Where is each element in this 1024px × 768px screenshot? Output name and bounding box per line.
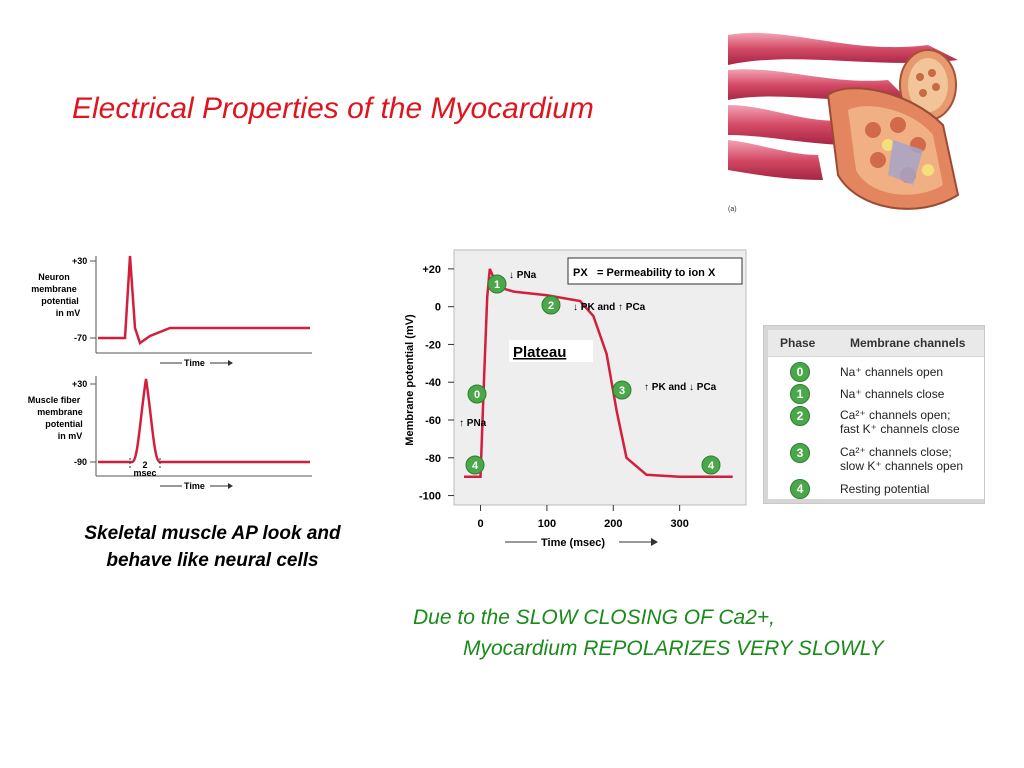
ap-xlabel: Time (msec) xyxy=(541,537,605,549)
note-line-2: Myocardium REPOLARIZES VERY SLOWLY xyxy=(463,637,884,660)
ap-ytick-label: -20 xyxy=(425,339,441,351)
phase-table-header: Phase Membrane channels xyxy=(768,330,984,356)
phase-desc-line: fast K⁺ channels close xyxy=(840,422,960,436)
slide-title: Electrical Properties of the Myocardium xyxy=(72,92,594,125)
muscle-ylabel-2: membrane xyxy=(37,407,83,417)
muscle-ylabel-3: potential xyxy=(45,419,83,429)
neuron-ylabel-2: membrane xyxy=(31,284,77,294)
neuron-ylabel-1: Neuron xyxy=(38,272,70,282)
neuron-ylabel-3: potential xyxy=(41,296,79,306)
ap-ytick-label: +20 xyxy=(422,264,441,276)
plateau-label: Plateau xyxy=(513,344,566,361)
phase-3-annotation: ↑ PK and ↓ PCa xyxy=(644,382,717,393)
phase-table-body: 0 Na⁺ channels open 1 Na⁺ channels close… xyxy=(768,357,984,499)
phase-desc-line: slow K⁺ channels open xyxy=(840,459,964,473)
phase-1-badge: 1 xyxy=(487,274,507,294)
phase-0-annotation: ↑ PNa xyxy=(459,418,487,429)
phase-desc-line: Na⁺ channels close xyxy=(840,387,945,401)
ap-xtick-label: 0 xyxy=(477,518,483,530)
phase-4-number-right: 4 xyxy=(708,460,715,472)
cardiac-ap-chart: +20 0 -20 -40 -60 -80 -100 0 100 200 300 Membrane… xyxy=(404,249,747,549)
phase-badge: 1 xyxy=(790,384,810,404)
legend-text: = Permeability to ion X xyxy=(597,267,716,279)
phase-desc-line: Resting potential xyxy=(840,482,930,496)
muscle-ylabel-1: Muscle fiber xyxy=(28,395,81,405)
ap-ytick-label: -80 xyxy=(425,453,441,465)
phase-4-badge-right: 4 xyxy=(701,455,721,475)
permeability-legend: PX = Permeability to ion X xyxy=(567,257,743,285)
skeletal-caption: Skeletal muscle AP look and behave like … xyxy=(40,520,385,574)
phase-1-annotation: ↓ PNa xyxy=(509,270,537,281)
channels-column-header: Membrane channels xyxy=(850,336,966,350)
ap-xtick-label: 100 xyxy=(538,518,556,530)
phase-desc-line: Ca²⁺ channels open; xyxy=(840,408,951,422)
muscle-xlabel: Time xyxy=(184,481,205,491)
phase-badge: 2 xyxy=(790,406,810,426)
skeletal-caption-line-1: Skeletal muscle AP look and xyxy=(84,523,341,544)
muscle-tick-bottom: -90 xyxy=(74,457,87,467)
phase-1-number: 1 xyxy=(494,279,500,291)
ap-ytick-label: 0 xyxy=(435,302,441,314)
phase-3-badge: 3 xyxy=(612,380,632,400)
phase-4-number-left: 4 xyxy=(472,460,479,472)
phase-2-annotation: ↓ PK and ↑ PCa xyxy=(573,302,646,313)
phase-column-header: Phase xyxy=(780,336,816,350)
illustration-label: (a) xyxy=(728,206,737,213)
phase-4-badge-left: 4 xyxy=(465,455,485,475)
phase-desc-line: Na⁺ channels open xyxy=(840,365,944,379)
ap-ytick-label: -40 xyxy=(425,377,441,389)
muscle-duration-1: 2 xyxy=(142,460,147,470)
muscle-chart: Muscle fiber membrane potential in mV +3… xyxy=(28,376,312,491)
phase-3-number: 3 xyxy=(619,385,625,397)
cardiac-muscle-illustration: (a) xyxy=(728,25,988,215)
note-line-1: Due to the SLOW CLOSING OF Ca2+, xyxy=(413,606,776,629)
phase-table: Phase Membrane channels 0 Na⁺ channels o… xyxy=(764,326,984,503)
muscle-ap-curve xyxy=(98,378,310,464)
ap-xtick-label: 300 xyxy=(670,518,688,530)
ap-xtick-label: 200 xyxy=(604,518,622,530)
phase-desc-line: Ca²⁺ channels close; xyxy=(840,445,952,459)
phase-2-badge: 2 xyxy=(541,295,561,315)
phase-badge: 4 xyxy=(790,479,810,499)
muscle-duration-2: msec xyxy=(133,468,156,478)
ap-ytick-label: -60 xyxy=(425,415,441,427)
ap-curve xyxy=(464,268,733,478)
legend-px: PX xyxy=(573,267,588,279)
neuron-xlabel: Time xyxy=(184,358,205,368)
neuron-ap-curve xyxy=(98,255,310,345)
neuron-chart: Neuron membrane potential in mV +30 -70 … xyxy=(31,255,312,368)
muscle-tick-top: +30 xyxy=(72,379,87,389)
phase-badge: 3 xyxy=(790,443,810,463)
ap-ylabel: Membrane potential (mV) xyxy=(404,314,416,446)
ap-ytick-label: -100 xyxy=(419,491,441,503)
neuron-ylabel-4: in mV xyxy=(56,308,81,318)
neuron-tick-bottom: -70 xyxy=(74,333,87,343)
phase-badge: 0 xyxy=(790,362,810,382)
skeletal-caption-line-2: behave like neural cells xyxy=(106,550,319,571)
phase-0-badge: 0 xyxy=(467,384,487,404)
ap-comparison-charts: Neuron membrane potential in mV +30 -70 … xyxy=(28,255,312,491)
neuron-tick-top: +30 xyxy=(72,256,87,266)
muscle-ylabel-4: in mV xyxy=(58,431,83,441)
phase-0-number: 0 xyxy=(474,389,480,401)
phase-2-number: 2 xyxy=(548,300,554,312)
